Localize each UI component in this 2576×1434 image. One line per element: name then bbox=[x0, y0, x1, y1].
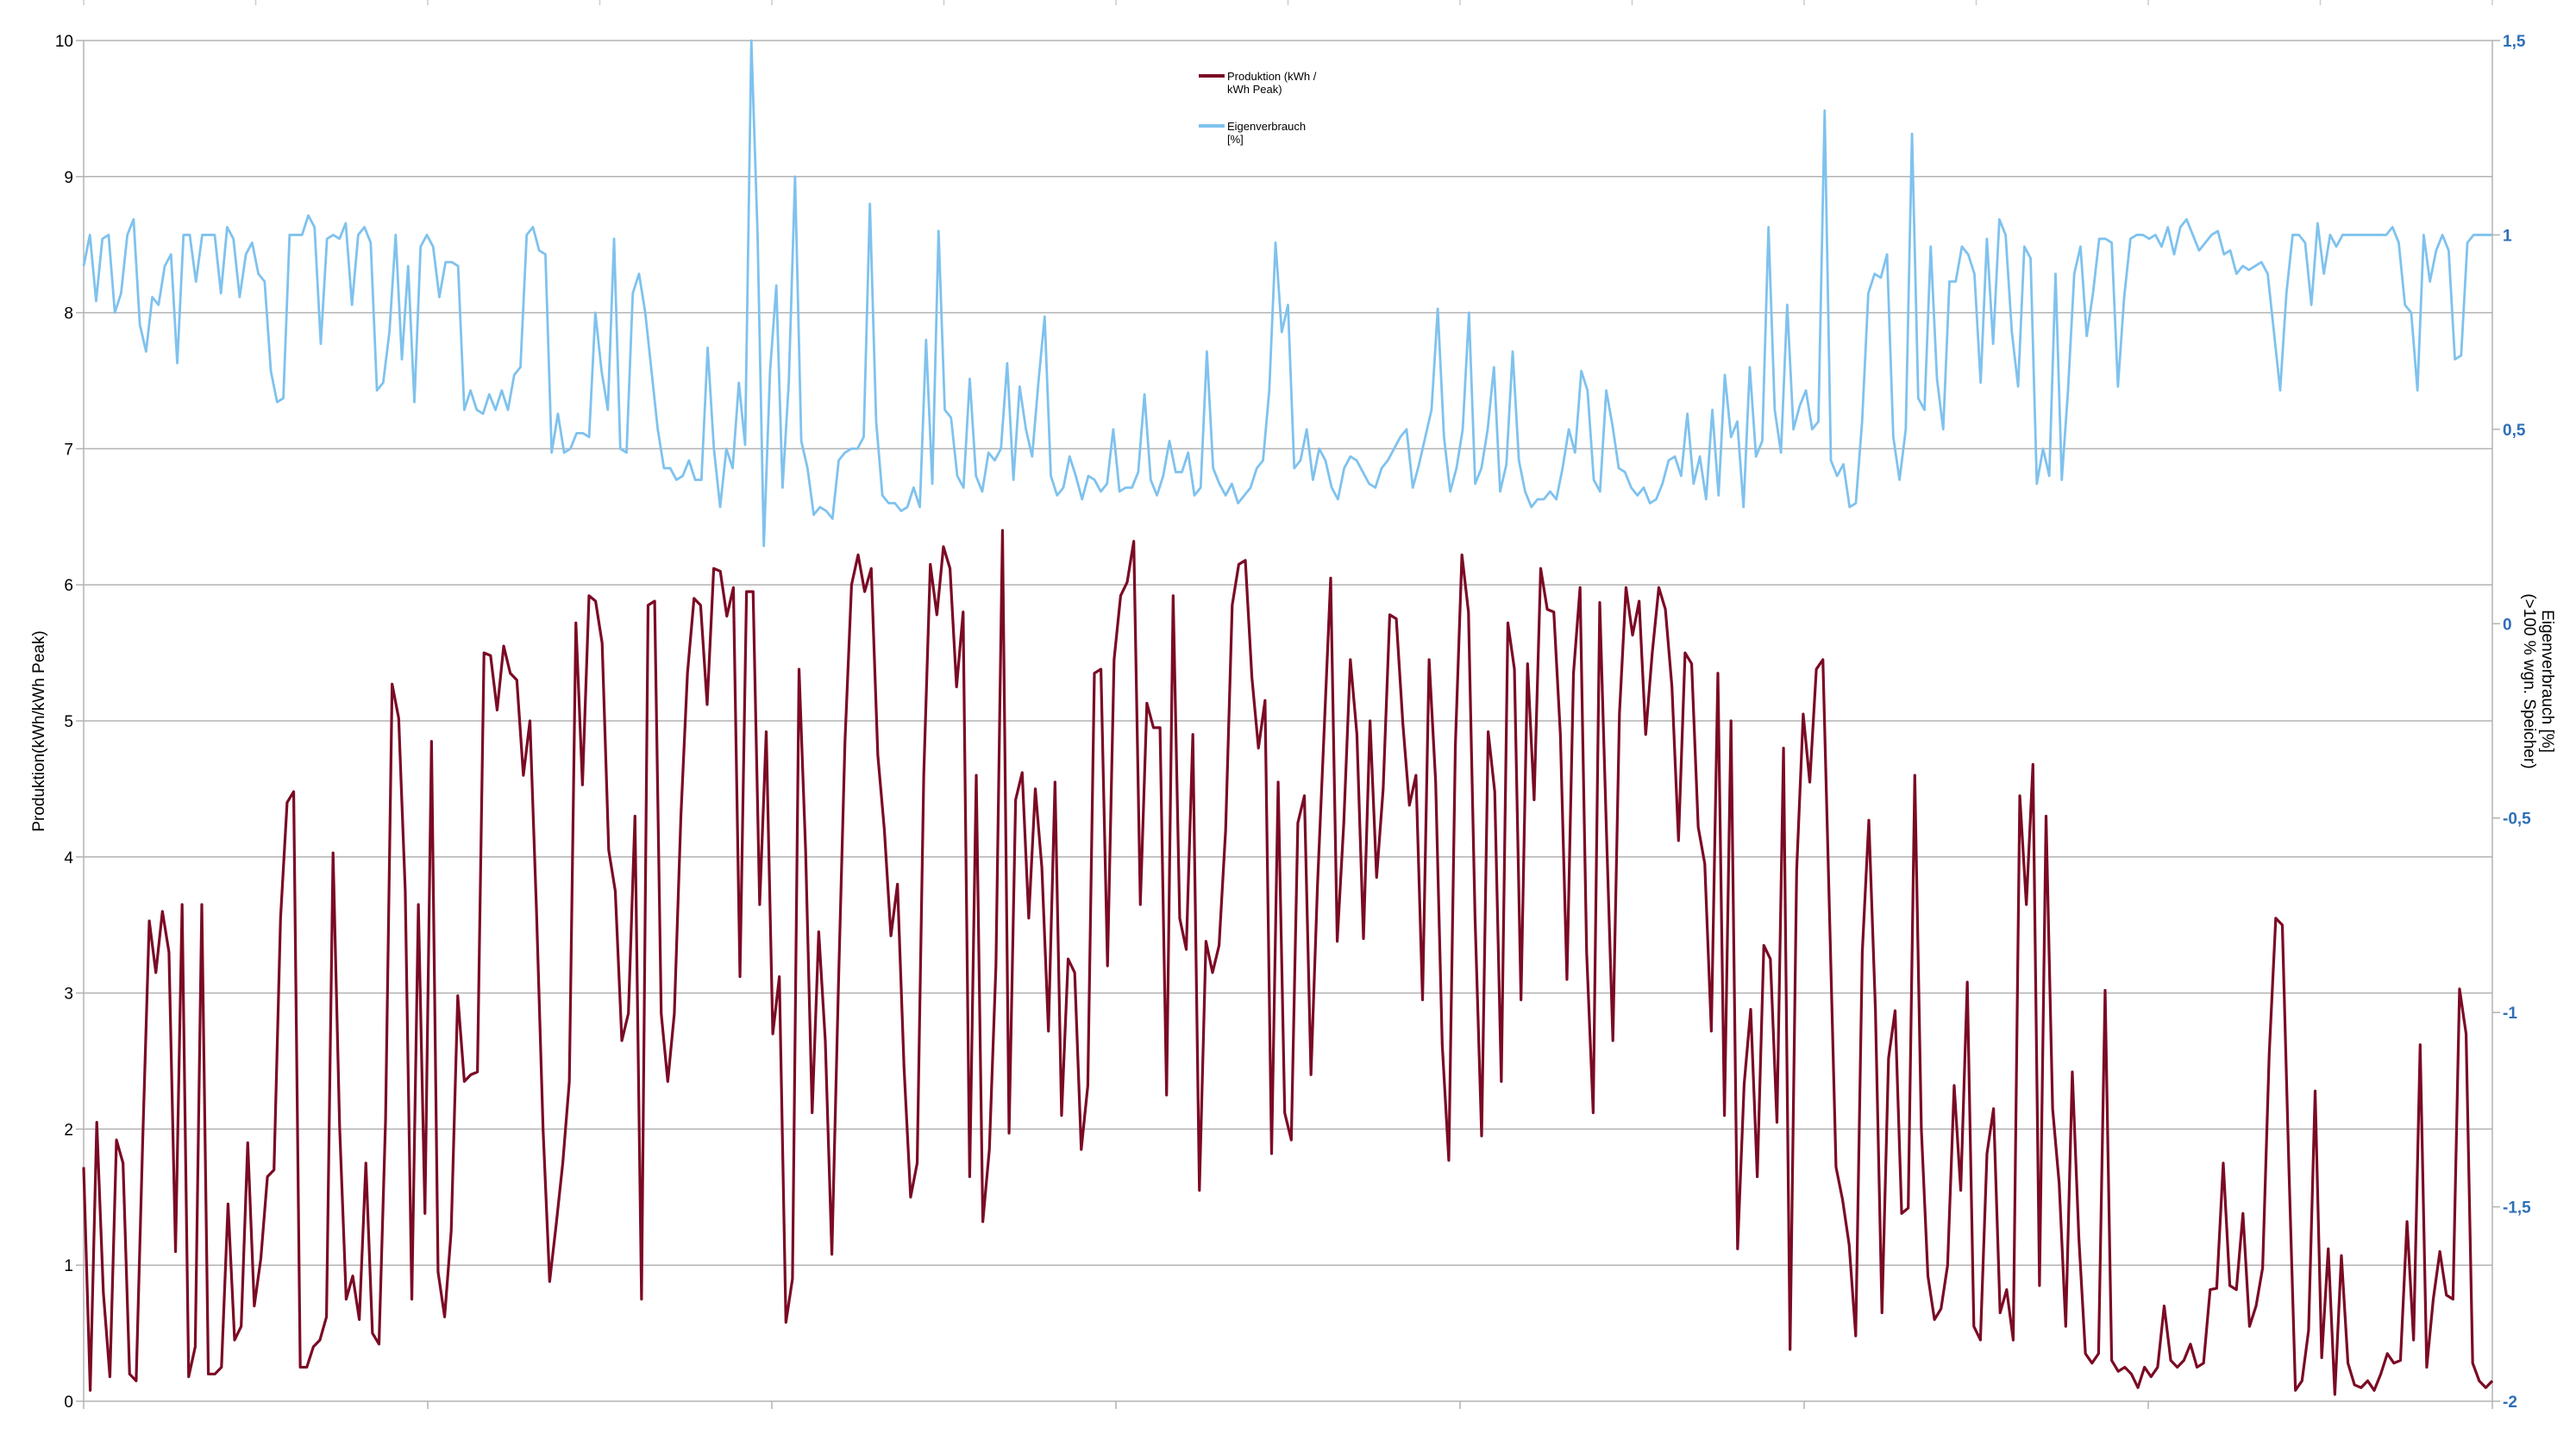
y-left-tick-label: 7 bbox=[64, 441, 73, 459]
y-axis-right-title-line2: (>100 % wgn. Speicher) bbox=[2520, 593, 2538, 768]
legend: Produktion (kWh / kWh Peak) Eigenverbrau… bbox=[1199, 70, 1317, 146]
y-left-tick-label: 9 bbox=[64, 169, 73, 187]
y-right-tick-label: 1,5 bbox=[2503, 33, 2526, 51]
legend-label-eigenverbrauch-line2: [%] bbox=[1227, 133, 1244, 146]
y-right-tick-label: -1 bbox=[2503, 1005, 2517, 1023]
tick-labels: 0 1 2 3 4 5 6 7 8 9 10 -2 -1,5 -1 -0,5 0 0,5 1 1,5 bbox=[55, 33, 2531, 1412]
y-left-tick-label: 3 bbox=[64, 986, 73, 1004]
y-right-tick-label: -2 bbox=[2503, 1393, 2517, 1412]
y-right-tick-label: 0,5 bbox=[2503, 422, 2526, 440]
y-left-tick-label: 1 bbox=[64, 1257, 73, 1275]
legend-label-produktion-line1: Produktion (kWh / bbox=[1227, 70, 1317, 83]
y-left-tick-label: 2 bbox=[64, 1121, 73, 1139]
legend-label-produktion-line2: kWh Peak) bbox=[1227, 83, 1282, 96]
y-right-tick-label: -0,5 bbox=[2503, 811, 2531, 829]
y-right-tick-label: 0 bbox=[2503, 616, 2512, 634]
y-left-tick-label: 0 bbox=[64, 1393, 73, 1412]
series-lines bbox=[82, 39, 2494, 1396]
y-axis-right-title-line1: Eigenverbrauch [%] bbox=[2538, 610, 2556, 753]
y-right-tick-label: -1,5 bbox=[2503, 1199, 2531, 1218]
y-left-tick-label: 10 bbox=[55, 33, 73, 51]
y-left-tick-label: 5 bbox=[64, 713, 73, 731]
y-left-tick-label: 4 bbox=[64, 849, 73, 867]
y-axis-left-title: Produktion(kWh/kWh Peak) bbox=[30, 630, 48, 831]
y-left-tick-label: 6 bbox=[64, 577, 73, 595]
y-right-tick-label: 1 bbox=[2503, 227, 2512, 245]
series-line-eigenverbrauch bbox=[82, 39, 2492, 548]
y-left-tick-label: 8 bbox=[64, 305, 73, 323]
series-line-produktion bbox=[82, 529, 2494, 1396]
legend-label-eigenverbrauch-line1: Eigenverbrauch bbox=[1227, 120, 1306, 133]
